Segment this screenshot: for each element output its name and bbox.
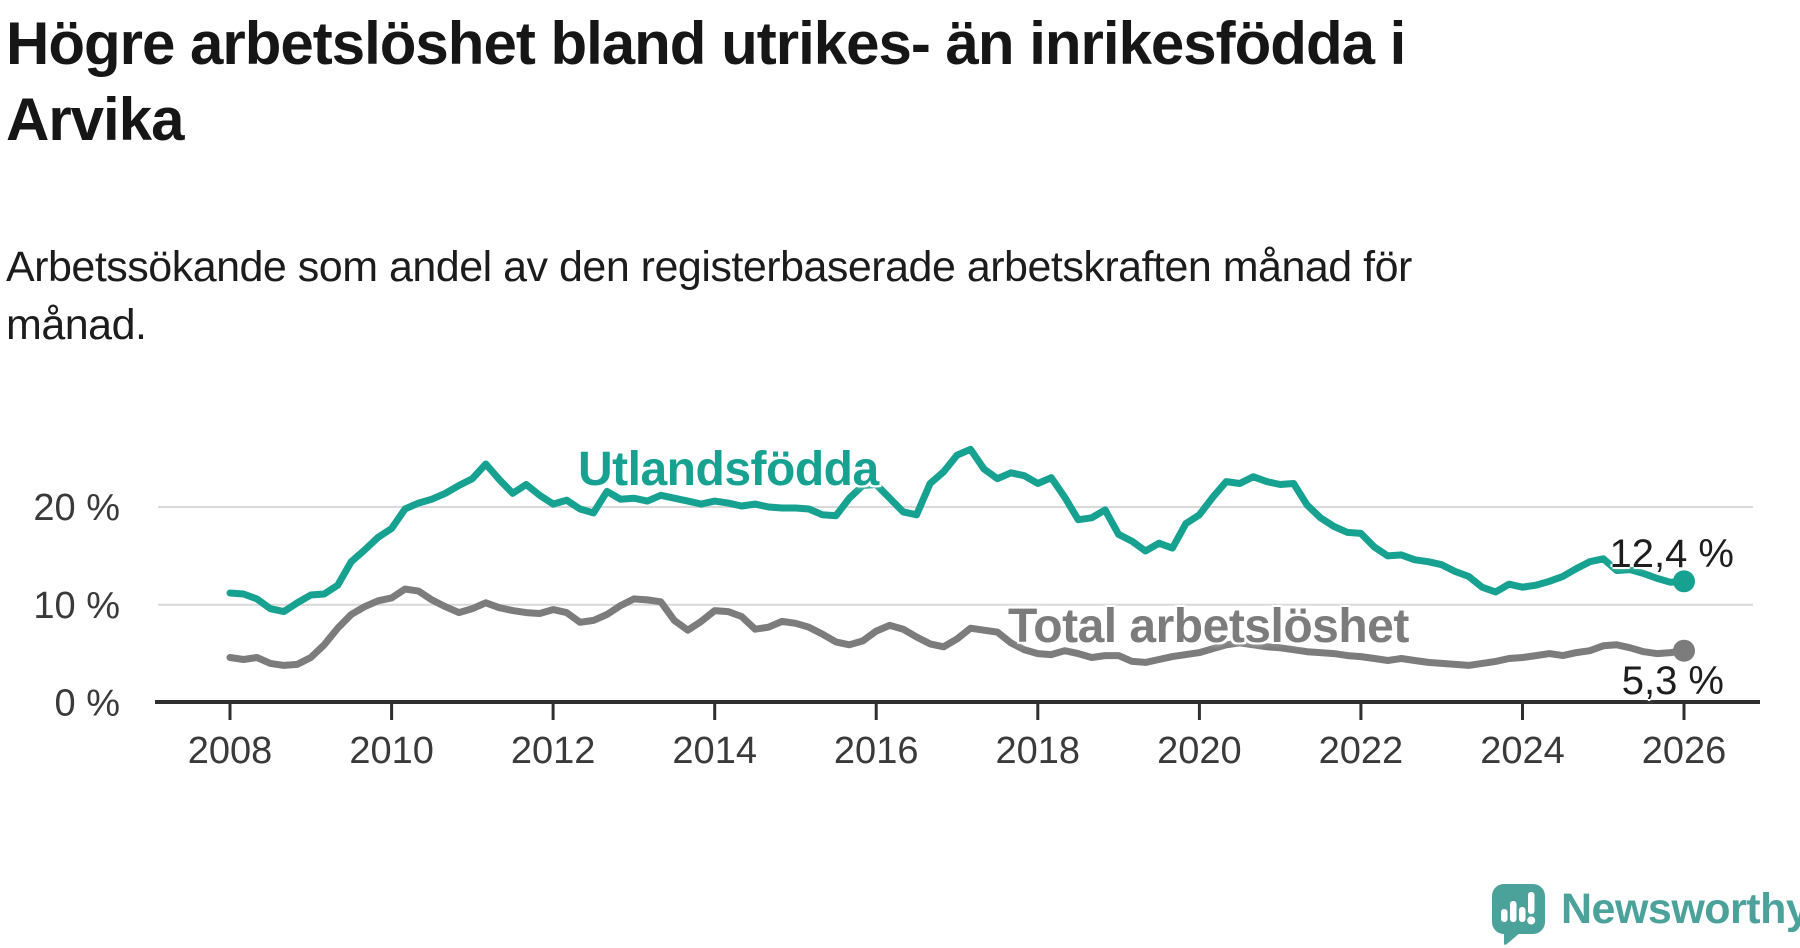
line-total-arbetsl-shet [226,585,1688,669]
y-axis-label-10: 10 % [33,585,120,627]
x-axis-label-2016: 2016 [834,730,919,772]
x-axis-label-2012: 2012 [511,730,596,772]
end-value-label-total: 5,3 % [1621,659,1724,703]
y-axis-label-20: 20 % [33,487,120,529]
newsworthy-logo-text: Newsworthy [1561,885,1800,933]
page-title-line-2: Arvika [6,86,184,153]
x-axis-label-2018: 2018 [996,730,1081,772]
x-axis-label-2022: 2022 [1319,730,1404,772]
chart-subtitle-line-2: månad. [6,301,147,349]
x-axis-label-2010: 2010 [349,730,434,772]
x-axis-label-2024: 2024 [1480,730,1565,772]
page-title-line-1: Högre arbetslöshet bland utrikes- än inr… [6,10,1406,77]
end-dot-utlandsf-dda [1673,570,1695,593]
x-axis-label-2014: 2014 [672,730,757,772]
newsworthy-logo: Newsworthy [1492,884,1800,946]
newsworthy-logo-icon [1492,884,1545,945]
chart-subtitle-line-1: Arbetssökande som andel av den registerb… [6,243,1412,291]
end-value-label-utlandsfodda: 12,4 % [1609,532,1734,576]
page-title: Högre arbetslöshet bland utrikes- än inr… [6,6,1406,158]
end-dot-total-arbetsl-shet [1673,639,1695,662]
series-label-utlandsfodda: Utlandsfödda [578,443,879,496]
line-utlandsf-dda [226,445,1688,616]
x-axis-label-2026: 2026 [1642,730,1727,772]
x-axis-label-2020: 2020 [1157,730,1242,772]
x-axis-label-2008: 2008 [188,730,273,772]
y-axis-label-0: 0 % [55,683,120,725]
chart-subtitle: Arbetssökande som andel av den registerb… [6,238,1412,354]
series-label-total-arbetsloshet: Total arbetslöshet [1008,600,1409,653]
